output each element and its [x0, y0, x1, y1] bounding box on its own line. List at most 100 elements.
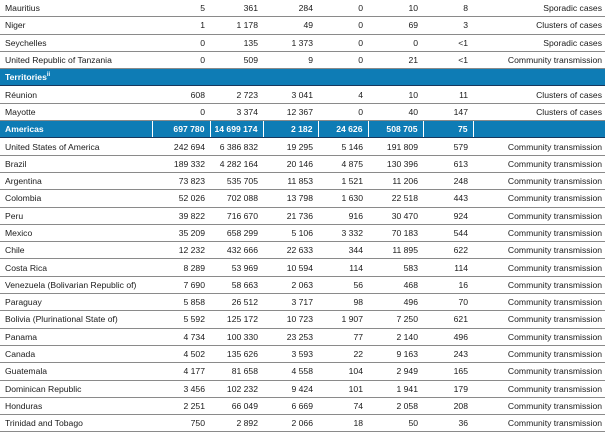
value-cell: 11 — [423, 85, 473, 104]
value-cell: 23 253 — [263, 328, 318, 346]
transmission-classification-cell: Sporadic cases — [473, 34, 605, 52]
value-cell: 39 822 — [152, 207, 210, 225]
transmission-classification-cell: Community transmission — [473, 258, 605, 277]
value-cell: 1 630 — [318, 189, 368, 208]
value-cell: 4 282 164 — [210, 155, 263, 173]
value-cell: 102 232 — [210, 380, 263, 398]
value-cell: 443 — [423, 189, 473, 208]
value-cell: 208 — [423, 397, 473, 416]
country-name-cell: Guatemala — [0, 362, 152, 381]
value-cell: 716 670 — [210, 207, 263, 225]
table-row: Dominican Republic 3 456 102 232 9 424 101 1 … — [0, 380, 605, 398]
value-cell: 4 734 — [152, 328, 210, 346]
value-cell: 3 593 — [263, 345, 318, 364]
value-cell: 0 — [152, 103, 210, 122]
transmission-classification-cell: Community transmission — [473, 241, 605, 260]
country-name-cell: Trinidad and Tobago — [0, 414, 152, 433]
country-name-cell: Colombia — [0, 189, 152, 208]
table-row: Honduras 2 251 66 049 6 669 74 2 058 208 Commun… — [0, 397, 605, 416]
value-cell: 9 424 — [263, 380, 318, 398]
transmission-classification-cell: Community transmission — [473, 328, 605, 346]
value-cell: 11 853 — [263, 172, 318, 191]
transmission-classification-cell: Community transmission — [473, 345, 605, 364]
value-cell: 74 — [318, 397, 368, 416]
table-row: United Republic of Tanzania 0 509 9 0 21 <1 Com… — [0, 51, 605, 70]
value-cell: 49 — [263, 16, 318, 35]
country-name-cell: Mexico — [0, 224, 152, 243]
value-cell: 10 — [368, 85, 423, 104]
value-cell: 0 — [368, 34, 423, 52]
table-row: Niger 1 1 178 49 0 69 3 Clusters of cases — [0, 16, 605, 35]
value-cell: 622 — [423, 241, 473, 260]
value-cell: 11 895 — [368, 241, 423, 260]
country-name-cell: Paraguay — [0, 293, 152, 312]
value-cell: 0 — [318, 51, 368, 70]
value-cell: 73 823 — [152, 172, 210, 191]
value-cell: 697 780 — [151, 120, 210, 139]
value-cell: 35 209 — [152, 224, 210, 243]
value-cell: 248 — [423, 172, 473, 191]
value-cell: 179 — [423, 380, 473, 398]
value-cell: 165 — [423, 362, 473, 381]
transmission-classification-cell: Community transmission — [473, 51, 605, 70]
value-cell: 58 663 — [210, 276, 263, 295]
value-cell: 75 — [422, 120, 473, 139]
value-cell: 21 736 — [263, 207, 318, 225]
value-cell: 1 — [152, 16, 210, 35]
value-cell: 9 — [263, 51, 318, 70]
value-cell: 4 502 — [152, 345, 210, 364]
value-cell: 70 — [423, 293, 473, 312]
value-cell: 104 — [318, 362, 368, 381]
value-cell: 22 — [318, 345, 368, 364]
transmission-classification-cell: Community transmission — [473, 414, 605, 433]
value-cell: 7 690 — [152, 276, 210, 295]
value-cell: 114 — [318, 258, 368, 277]
value-cell: 4 177 — [152, 362, 210, 381]
value-cell: 8 289 — [152, 258, 210, 277]
value-cell: 6 386 832 — [210, 137, 263, 156]
value-cell: 135 626 — [210, 345, 263, 364]
value-cell: 1 521 — [318, 172, 368, 191]
value-cell: 101 — [318, 380, 368, 398]
value-cell: 1 373 — [263, 34, 318, 52]
table-row: Paraguay 5 858 26 512 3 717 98 496 70 Community… — [0, 293, 605, 312]
transmission-classification-cell: Community transmission — [473, 155, 605, 173]
table-row: Mexico 35 209 658 299 5 106 3 332 70 183 544 Co… — [0, 224, 605, 243]
table-row: Bolivia (Plurinational State of) 5 592 125… — [0, 310, 605, 329]
value-cell: 8 — [423, 0, 473, 18]
value-cell: 2 058 — [368, 397, 423, 416]
transmission-classification-cell: Community transmission — [473, 172, 605, 191]
transmission-classification-cell: Clusters of cases — [473, 16, 605, 35]
value-cell: 125 172 — [210, 310, 263, 329]
value-cell: 77 — [318, 328, 368, 346]
value-cell: 10 594 — [263, 258, 318, 277]
value-cell: 583 — [368, 258, 423, 277]
value-cell: 22 518 — [368, 189, 423, 208]
value-cell: 2 182 — [262, 120, 318, 139]
transmission-classification-cell: Sporadic cases — [473, 0, 605, 18]
value-cell: 114 — [423, 258, 473, 277]
footnote-marker: ii — [46, 72, 51, 79]
value-cell: 13 798 — [263, 189, 318, 208]
value-cell: 22 633 — [263, 241, 318, 260]
table-row: Réunion 608 2 723 3 041 4 10 11 Clusters of cas… — [0, 85, 605, 104]
value-cell: 4 875 — [318, 155, 368, 173]
value-cell: 5 858 — [152, 293, 210, 312]
value-cell: 702 088 — [210, 189, 263, 208]
value-cell: 5 — [152, 0, 210, 18]
value-cell: 2 140 — [368, 328, 423, 346]
transmission-classification-cell: Clusters of cases — [473, 85, 605, 104]
value-cell: 0 — [152, 34, 210, 52]
value-cell: 98 — [318, 293, 368, 312]
country-name-cell: Peru — [0, 207, 152, 225]
value-cell: 81 658 — [210, 362, 263, 381]
value-cell: 26 512 — [210, 293, 263, 312]
value-cell: 191 809 — [368, 137, 423, 156]
table-row: Venezuela (Bolivarian Republic of) 7 690 5… — [0, 276, 605, 295]
value-cell: 10 — [368, 0, 423, 18]
country-name-cell: Costa Rica — [0, 258, 152, 277]
country-name-cell: Canada — [0, 345, 152, 364]
value-cell: 2 251 — [152, 397, 210, 416]
